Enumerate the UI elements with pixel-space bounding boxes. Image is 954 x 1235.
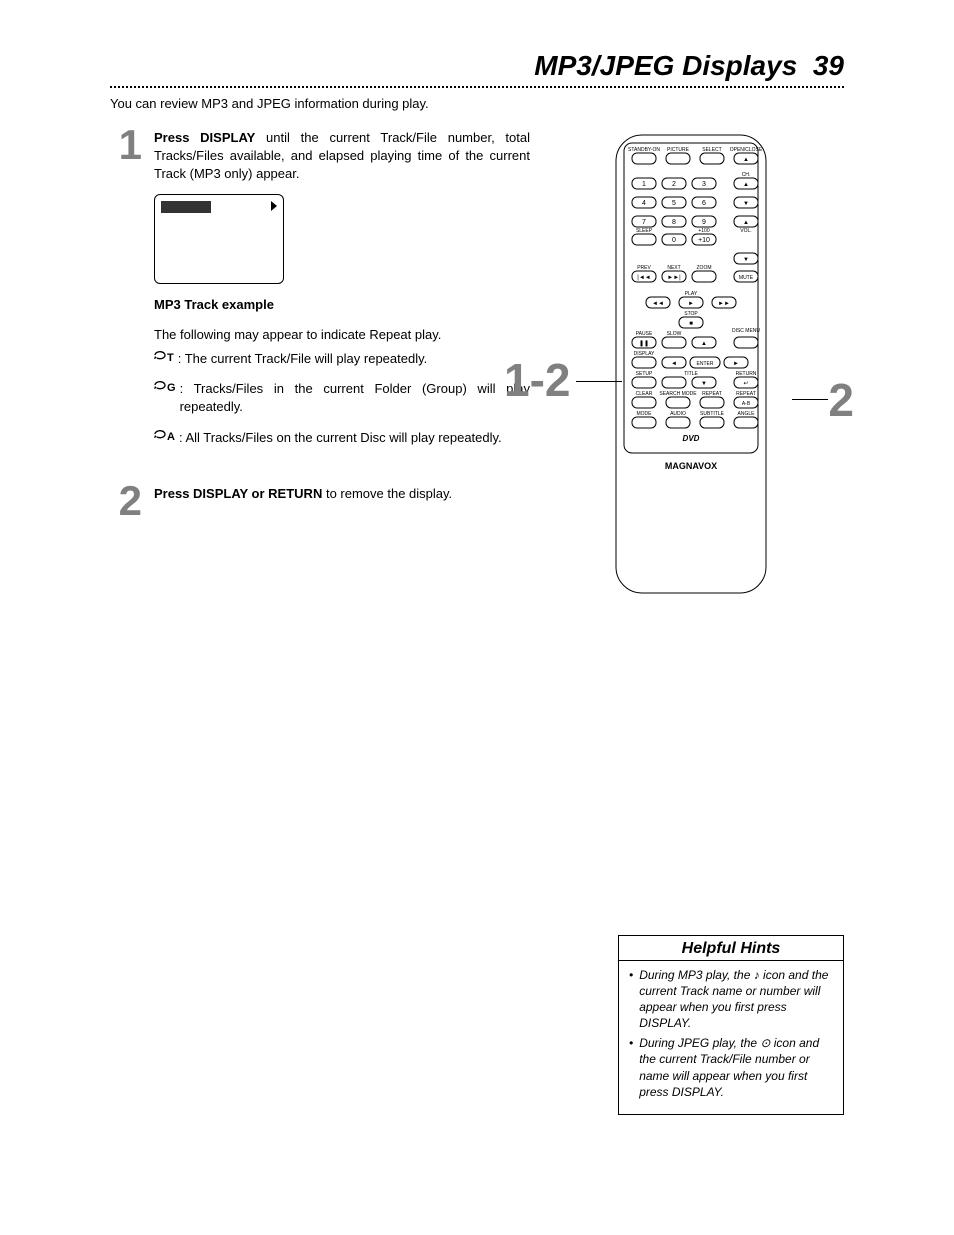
svg-text:OPEN/CLOSE: OPEN/CLOSE bbox=[730, 147, 763, 153]
callout-line-left bbox=[576, 381, 622, 382]
svg-text:PLAY: PLAY bbox=[685, 291, 698, 297]
svg-text:ANGLE: ANGLE bbox=[738, 411, 756, 417]
svg-text:|◄◄: |◄◄ bbox=[637, 275, 650, 281]
svg-text:►: ► bbox=[688, 301, 694, 307]
step-2-number: 2 bbox=[110, 481, 142, 521]
svg-text:▲: ▲ bbox=[743, 157, 749, 163]
svg-text:DISC MENU: DISC MENU bbox=[732, 328, 760, 334]
svg-text:▼: ▼ bbox=[743, 201, 749, 207]
repeat-icon-a: A bbox=[154, 429, 175, 447]
svg-text:CLEAR: CLEAR bbox=[636, 391, 653, 397]
callout-line-right bbox=[792, 399, 828, 400]
repeat-all-row: A : All Tracks/Files on the current Disc… bbox=[154, 429, 530, 447]
svg-text:CH.: CH. bbox=[742, 172, 751, 178]
svg-text:1: 1 bbox=[642, 181, 646, 188]
svg-text:▲: ▲ bbox=[701, 341, 707, 347]
svg-text:↵: ↵ bbox=[743, 381, 748, 387]
svg-text:❚❚: ❚❚ bbox=[639, 340, 649, 347]
step-2-text: Press DISPLAY or RETURN to remove the di… bbox=[154, 485, 530, 503]
svg-text:▼: ▼ bbox=[743, 257, 749, 263]
svg-text:DISPLAY: DISPLAY bbox=[634, 351, 655, 357]
svg-text:AUDIO: AUDIO bbox=[670, 411, 686, 417]
svg-text:■: ■ bbox=[689, 321, 693, 327]
svg-text:STOP: STOP bbox=[684, 311, 698, 317]
svg-text:3: 3 bbox=[702, 181, 706, 188]
hint-item-2: During JPEG play, the ⊙ icon and the cur… bbox=[629, 1035, 833, 1100]
svg-text:PREV: PREV bbox=[637, 265, 651, 271]
callout-1-2: 1-2 bbox=[504, 357, 570, 403]
svg-text:REPEAT: REPEAT bbox=[702, 391, 722, 397]
svg-text:2: 2 bbox=[672, 181, 676, 188]
svg-text:RETURN: RETURN bbox=[736, 371, 757, 377]
repeat-track-row: T : The current Track/File will play rep… bbox=[154, 350, 530, 368]
svg-text:PAUSE: PAUSE bbox=[636, 331, 653, 337]
svg-text:7: 7 bbox=[642, 219, 646, 226]
svg-text:0: 0 bbox=[672, 237, 676, 244]
helpful-hints-box: Helpful Hints During MP3 play, the ♪ ico… bbox=[618, 935, 844, 1116]
svg-text:REPEAT: REPEAT bbox=[736, 391, 756, 397]
svg-text:▲: ▲ bbox=[743, 220, 749, 226]
svg-text:▲: ▲ bbox=[743, 182, 749, 188]
svg-text:►►: ►► bbox=[718, 301, 730, 307]
page-title: MP3/JPEG Displays 39 bbox=[534, 50, 844, 81]
svg-text:MUTE: MUTE bbox=[739, 275, 754, 281]
hint-item-1: During MP3 play, the ♪ icon and the curr… bbox=[629, 967, 833, 1032]
svg-text:MAGNAVOX: MAGNAVOX bbox=[665, 461, 717, 471]
repeat-group-row: G : Tracks/Files in the current Folder (… bbox=[154, 380, 530, 416]
svg-text:NEXT: NEXT bbox=[667, 265, 680, 271]
svg-text:8: 8 bbox=[672, 219, 676, 226]
svg-text:9: 9 bbox=[702, 219, 706, 226]
header-rule bbox=[110, 86, 844, 88]
svg-text:5: 5 bbox=[672, 200, 676, 207]
svg-text:4: 4 bbox=[642, 200, 646, 207]
svg-text:SELECT: SELECT bbox=[702, 147, 721, 153]
svg-text:SLEEP: SLEEP bbox=[636, 228, 653, 234]
instructions-column: 1 Press DISPLAY until the current Track/… bbox=[110, 129, 530, 531]
svg-text:+100: +100 bbox=[698, 228, 709, 234]
svg-text:SUBTITLE: SUBTITLE bbox=[700, 411, 725, 417]
svg-text:TITLE: TITLE bbox=[684, 371, 698, 377]
svg-text:VOL.: VOL. bbox=[740, 228, 751, 234]
repeat-icon-g: G bbox=[154, 380, 176, 416]
svg-text:+10: +10 bbox=[698, 237, 710, 244]
intro-text: You can review MP3 and JPEG information … bbox=[110, 96, 844, 111]
repeat-intro: The following may appear to indicate Rep… bbox=[154, 326, 530, 344]
svg-text:SLOW: SLOW bbox=[667, 331, 682, 337]
svg-text:◄◄: ◄◄ bbox=[652, 301, 664, 307]
svg-text:►: ► bbox=[733, 361, 739, 367]
remote-diagram: .b { fill:#fff; stroke:#000; stroke-widt… bbox=[606, 129, 776, 599]
step-1-number: 1 bbox=[110, 125, 142, 459]
svg-text:6: 6 bbox=[702, 200, 706, 207]
svg-text:▼: ▼ bbox=[701, 381, 707, 387]
hints-title: Helpful Hints bbox=[619, 936, 843, 961]
svg-text:SEARCH MODE: SEARCH MODE bbox=[659, 391, 697, 397]
svg-text:◄: ◄ bbox=[671, 361, 677, 367]
svg-text:DVD: DVD bbox=[683, 434, 700, 443]
svg-text:SETUP: SETUP bbox=[636, 371, 653, 377]
svg-text:ZOOM: ZOOM bbox=[697, 265, 712, 271]
step-1-text: Press DISPLAY until the current Track/Fi… bbox=[154, 129, 530, 184]
display-example-box bbox=[154, 194, 284, 284]
repeat-icon-t: T bbox=[154, 350, 174, 368]
svg-text:PICTURE: PICTURE bbox=[667, 147, 690, 153]
svg-text:A-B: A-B bbox=[742, 401, 751, 407]
svg-text:MODE: MODE bbox=[637, 411, 653, 417]
svg-text:STANDBY-ON: STANDBY-ON bbox=[628, 147, 660, 153]
svg-text:ENTER: ENTER bbox=[697, 361, 714, 367]
mp3-example-label: MP3 Track example bbox=[154, 296, 530, 314]
callout-2: 2 bbox=[828, 377, 854, 423]
svg-text:►►|: ►►| bbox=[667, 275, 681, 281]
remote-column: 1-2 2 .b { fill:#fff; stroke:#000; strok… bbox=[538, 129, 844, 599]
